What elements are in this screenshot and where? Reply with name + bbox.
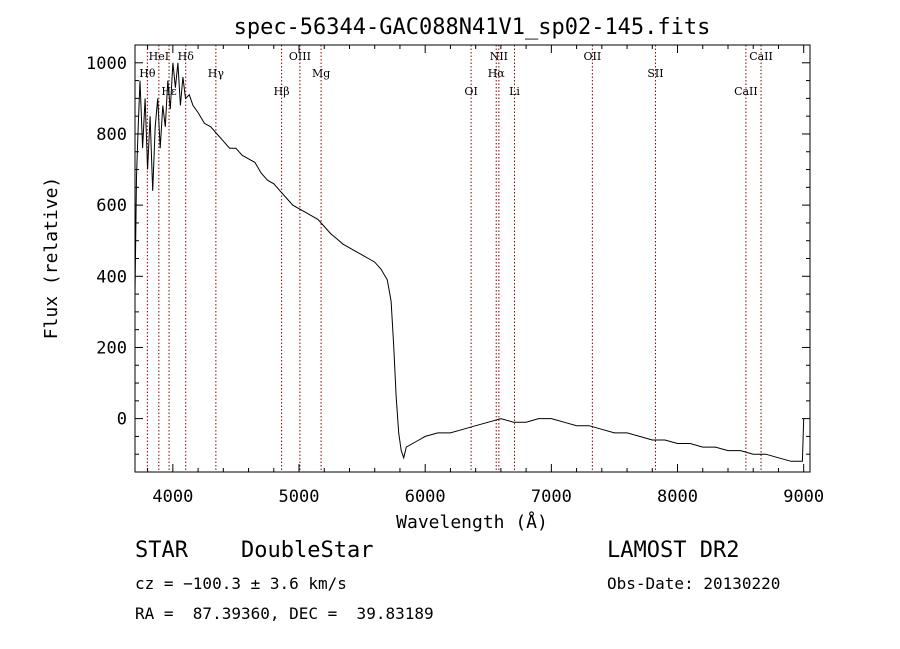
x-tick-label: 4000	[152, 487, 193, 507]
line-marker-label: CaII	[749, 50, 773, 63]
line-marker-label: Hγ	[208, 67, 225, 80]
coordinates: RA = 87.39360, DEC = 39.83189	[135, 604, 434, 623]
emission-line-labels: HeIHθHεHδHγHβOIIIMgOINIIHαLiOIISIICaIICa…	[139, 50, 773, 98]
x-tick-label: 7000	[531, 487, 572, 507]
y-tick-label: 600	[96, 196, 127, 216]
y-axis-ticks: 0 200 400 600 800 1000	[86, 54, 810, 455]
line-marker-label: Hα	[488, 67, 506, 80]
line-marker-label: HeI	[149, 50, 169, 63]
x-axis-ticks: 4000 5000 6000 7000 8000 9000	[147, 45, 824, 507]
line-marker-label: CaII	[734, 85, 758, 98]
x-tick-label: 5000	[279, 487, 320, 507]
line-marker-label: SII	[647, 67, 663, 80]
y-tick-label: 800	[96, 125, 127, 145]
survey-name: LAMOST DR2	[607, 538, 740, 563]
x-tick-label: 8000	[657, 487, 698, 507]
x-axis-label: Wavelength (Å)	[396, 511, 548, 533]
y-tick-label: 200	[96, 338, 127, 358]
y-tick-label: 1000	[86, 54, 127, 74]
spectrum-chart: spec-56344-GAC088N41V1_sp02-145.fits HeI…	[41, 15, 824, 533]
line-marker-label: Hβ	[274, 85, 290, 98]
line-marker-label: OII	[584, 50, 602, 63]
y-tick-label: 0	[117, 410, 127, 430]
line-marker-label: OI	[464, 85, 477, 98]
line-marker-label: Mg	[312, 67, 330, 80]
line-marker-label: Hθ	[139, 67, 156, 80]
line-marker-label: Li	[509, 85, 520, 98]
observation-date: Obs-Date: 20130220	[607, 574, 781, 593]
redshift-velocity: cz = −100.3 ± 3.6 km/s	[135, 574, 347, 593]
line-marker-label: Hδ	[178, 50, 195, 63]
plot-frame	[134, 44, 811, 473]
line-marker-label: OIII	[289, 50, 311, 63]
spectrum-series-line	[134, 62, 805, 462]
y-tick-label: 400	[96, 267, 127, 287]
line-marker-label: NII	[490, 50, 508, 63]
x-tick-label: 9000	[783, 487, 824, 507]
x-tick-label: 6000	[405, 487, 446, 507]
object-subclass: DoubleStar	[241, 538, 374, 563]
object-class: STAR	[135, 538, 188, 563]
chart-title: spec-56344-GAC088N41V1_sp02-145.fits	[234, 15, 711, 40]
y-axis-label: Flux (relative)	[41, 177, 62, 340]
emission-line-markers	[146, 45, 762, 472]
